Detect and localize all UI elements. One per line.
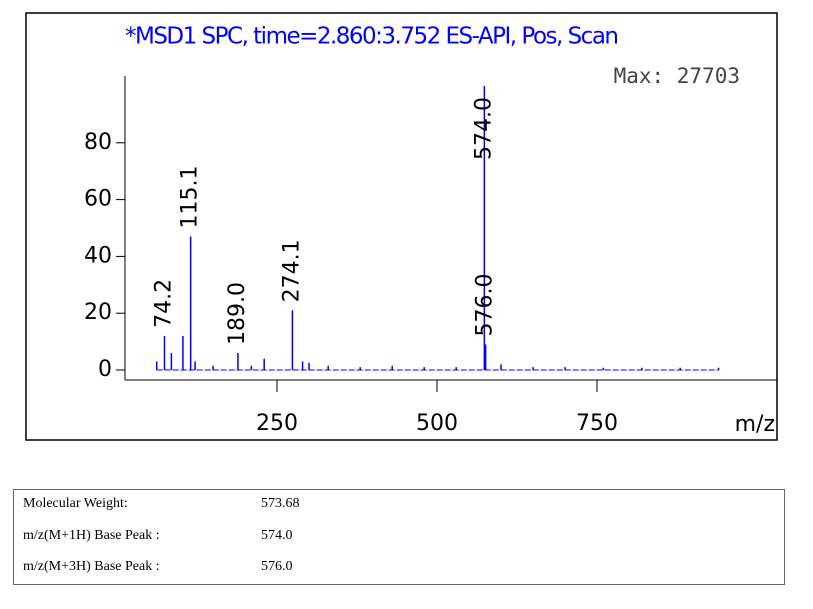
y-tick-label: 20 (84, 300, 112, 325)
y-tick-label: 40 (84, 243, 112, 268)
row-label: m/z(M+3H) Base Peak : (23, 559, 160, 574)
chart-title: *MSD1 SPC, time=2.860:3.752 ES-API, Pos,… (125, 24, 619, 50)
x-tick-label: 500 (416, 411, 458, 436)
y-tick-label: 80 (84, 130, 112, 155)
info-table: Molecular Weight: 573.68 m/z(M+1H) Base P… (13, 489, 785, 585)
row-value: 573.68 (261, 496, 300, 511)
plot-frame (25, 12, 778, 441)
row-value: 576.0 (261, 559, 293, 574)
peak-label: 274.1 (279, 239, 304, 302)
chart: *MSD1 SPC, time=2.860:3.752 ES-API, Pos,… (25, 12, 778, 441)
y-tick-label: 0 (98, 357, 112, 382)
peak-label: 74.2 (151, 279, 176, 328)
row-label: Molecular Weight: (23, 496, 128, 511)
row-label: m/z(M+1H) Base Peak : (23, 528, 160, 543)
row-value: 574.0 (261, 528, 293, 543)
x-axis-label: m/z (735, 412, 775, 437)
y-tick-label: 60 (84, 187, 112, 212)
x-tick-label: 750 (576, 411, 618, 436)
peak-label: 576.0 (473, 273, 498, 336)
peak-label: 574.0 (471, 97, 496, 160)
peak-label: 115.1 (178, 166, 203, 229)
max-annotation: Max: 27703 (614, 64, 740, 88)
x-tick-label: 250 (256, 411, 298, 436)
peak-label: 189.0 (225, 282, 250, 345)
